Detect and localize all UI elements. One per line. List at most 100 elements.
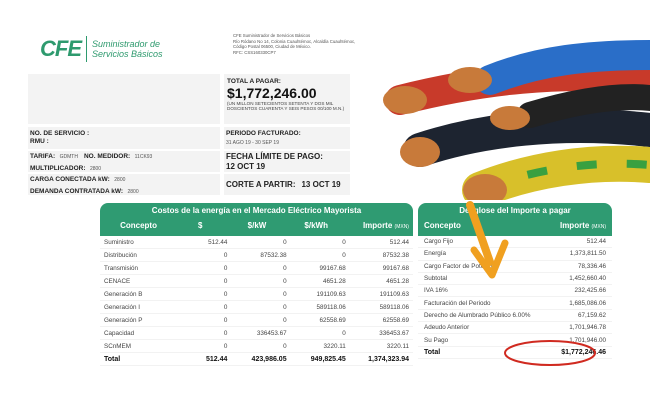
due-date-value: 12 OCT 19 <box>226 162 266 171</box>
table-cell: 87532.38 <box>382 251 409 259</box>
table-cell: 99167.68 <box>382 264 409 272</box>
table-cell: Energía <box>424 250 447 258</box>
table-row: Generación P 0 0 62558.69 62558.69 <box>100 314 413 327</box>
electric-cables-photo <box>383 40 650 200</box>
table-cell: Generación P <box>104 316 143 324</box>
col-per-kwh: $/kWh <box>304 221 328 230</box>
table-cell: 512.44 <box>208 238 228 246</box>
table-cell: 0 <box>223 264 228 272</box>
table-cell: Total <box>104 355 121 363</box>
table-row: Facturación del Periodo 1,685,086.06 <box>418 297 612 310</box>
total-label: TOTAL A PAGAR: <box>227 78 281 85</box>
logo-subtitle: Suministrador de Servicios Básicos <box>92 39 163 59</box>
service-box: NO. DE SERVICIO : RMU : <box>28 127 220 149</box>
col-concepto: Concepto <box>424 221 461 230</box>
table-cell: 1,701,946.78 <box>569 324 606 332</box>
table-cell: 1,701,946.00 <box>569 336 606 344</box>
table-cell: 99167.68 <box>319 264 346 272</box>
table-row: Capacidad 0 336453.67 0 336453.67 <box>100 327 413 340</box>
energy-costs-table: Costos de la energía en el Mercado Eléct… <box>100 203 413 366</box>
table-cell: 0 <box>223 342 228 350</box>
tariff-value: GDMTH <box>59 154 78 160</box>
col-concepto: Concepto <box>120 221 157 230</box>
table-cell: 1,373,811.50 <box>569 250 606 258</box>
table-row: Cargo Fijo 512.44 <box>418 236 612 249</box>
table-cell: 0 <box>283 303 287 311</box>
table-cell: 87532.38 <box>260 251 287 259</box>
table-cell: 336453.67 <box>256 329 287 337</box>
breakdown-table-title: Desglose del Importe a pagar <box>459 206 571 215</box>
table-cell: 0 <box>283 316 287 324</box>
table-cell: 0 <box>283 290 287 298</box>
table-cell: 0 <box>223 316 228 324</box>
table-cell: 0 <box>223 277 228 285</box>
table-cell: 191109.63 <box>316 290 346 298</box>
table-cell: 0 <box>342 238 346 246</box>
tariff-label: TARIFA: <box>30 153 56 160</box>
table-row: Su Pago 1,701,946.00 <box>418 334 612 347</box>
table-cell: 0 <box>342 329 346 337</box>
table-cell: 0 <box>342 251 346 259</box>
table-cell: 336453.67 <box>379 329 409 337</box>
col-currency: (MXN) <box>591 224 606 230</box>
table-row: IVA 16% 232,425.66 <box>418 285 612 298</box>
table-row: Cargo Factor de Potencia 78,336.46 <box>418 261 612 273</box>
customer-box <box>28 74 220 124</box>
table-cell: Derecho de Alumbrado Público 6.00% <box>424 311 531 319</box>
table-cell: 0 <box>223 251 228 259</box>
table-row: SCnMEM 0 0 3220.11 3220.11 <box>100 340 413 353</box>
costs-table-header: Costos de la energía en el Mercado Eléct… <box>100 203 413 236</box>
table-cell: Generación I <box>104 303 141 311</box>
table-row: CENACE 0 0 4651.28 4651.28 <box>100 275 413 288</box>
table-cell: Adeudo Anterior <box>424 324 470 332</box>
col-importe: Importe <box>362 221 393 230</box>
demand-value: 2800 <box>127 189 139 195</box>
logo-text: CFE <box>40 36 82 61</box>
table-cell: 0 <box>223 303 228 311</box>
multiplier-label: MULTIPLICADOR: <box>30 165 86 172</box>
table-cell: Suministro <box>104 238 134 246</box>
table-cell: 191109.63 <box>379 290 409 298</box>
table-cell: CENACE <box>104 277 131 285</box>
table-cell: 0 <box>283 342 287 350</box>
table-cell: 78,336.46 <box>577 262 606 270</box>
table-cell: IVA 16% <box>424 287 448 295</box>
table-cell: 0 <box>283 277 287 285</box>
total-amount: $1,772,246.00 <box>227 85 317 101</box>
table-cell: Su Pago <box>424 336 449 344</box>
table-cell: Subtotal <box>424 275 448 283</box>
table-cell: SCnMEM <box>104 342 131 350</box>
table-cell: 0 <box>283 264 287 272</box>
load-box: CARGA CONECTADA kW: 2800 DEMANDA CONTRAT… <box>28 174 220 195</box>
payment-breakdown-table: Desglose del Importe a pagar Concepto Im… <box>418 203 612 359</box>
table-cell: Facturación del Periodo <box>424 299 491 307</box>
cutoff-label: CORTE A PARTIR: <box>226 180 296 189</box>
table-cell: Transmisión <box>104 264 139 272</box>
company-address: CFE Suministrador de Servicios Básicos Rí… <box>233 33 356 55</box>
demand-label: DEMANDA CONTRATADA kW: <box>30 188 124 195</box>
table-cell: 62558.69 <box>382 316 409 324</box>
due-date-box: FECHA LÍMITE DE PAGO: 12 OCT 19 <box>224 151 350 172</box>
due-date-label: FECHA LÍMITE DE PAGO: <box>226 152 323 161</box>
table-row: Derecho de Alumbrado Público 6.00% 67,159… <box>418 310 612 323</box>
period-box: PERIODO FACTURADO: 31 AGO 19 - 30 SEP 19 <box>224 127 350 149</box>
costs-table-title: Costos de la energía en el Mercado Eléct… <box>151 206 362 215</box>
cutoff-value: 13 OCT 19 <box>301 180 341 189</box>
table-cell: 512.44 <box>205 355 228 363</box>
table-cell: Distribución <box>104 251 137 259</box>
table-cell: 0 <box>223 290 228 298</box>
rmu-label: RMU : <box>30 138 49 145</box>
meter-box: TARIFA: GDMTH NO. MEDIDOR: 11CK93 MULTIP… <box>28 151 220 172</box>
logo-divider <box>86 36 87 62</box>
cfe-logo: CFE Suministrador de Servicios Básicos <box>40 36 163 62</box>
table-row: Generación B 0 0 191109.63 191109.63 <box>100 288 413 301</box>
table-cell: 949,825.45 <box>310 355 346 363</box>
table-cell: 512.44 <box>586 238 606 246</box>
table-row: Subtotal 1,452,660.40 <box>418 273 612 286</box>
table-cell: 0 <box>223 329 228 337</box>
meter-value: 11CK93 <box>134 154 153 160</box>
table-row: Total 512.44 423,986.05 949,825.45 1,374,323… <box>100 353 413 366</box>
table-row: Transmisión 0 0 99167.68 99167.68 <box>100 262 413 275</box>
service-number-label: NO. DE SERVICIO : <box>30 130 90 137</box>
col-per-kw: $/kW <box>247 221 267 230</box>
